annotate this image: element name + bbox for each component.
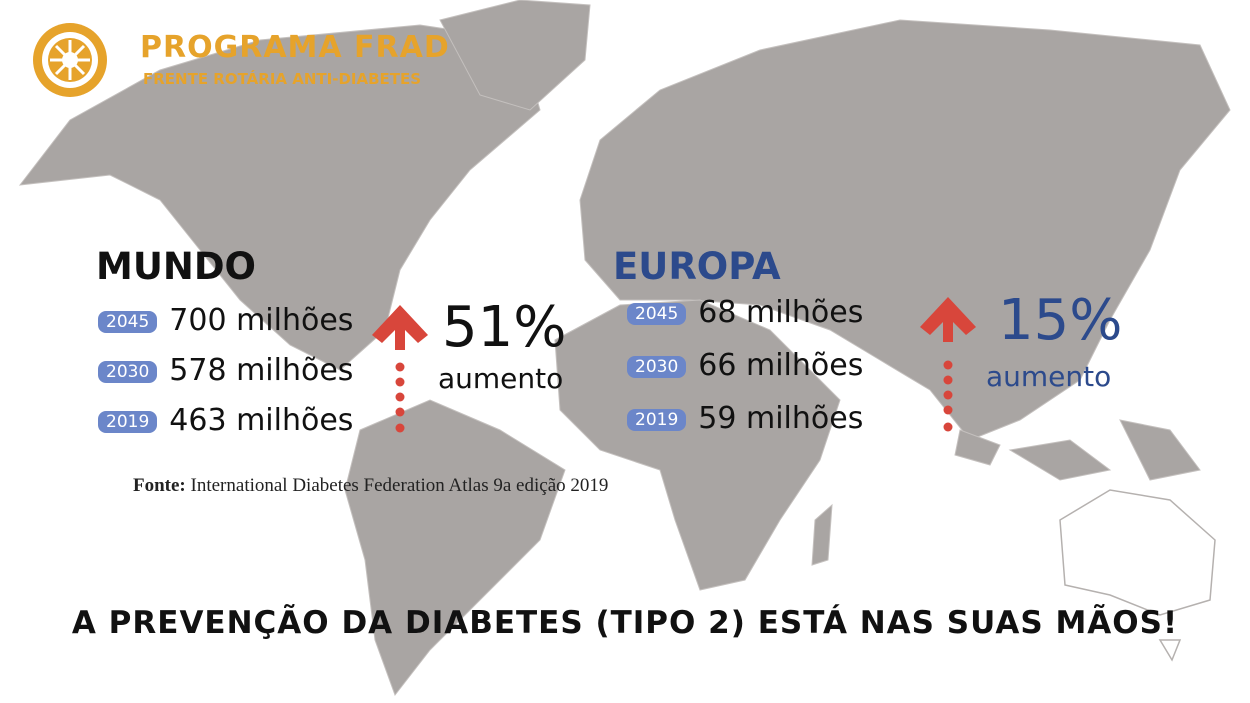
- stat-value: 66 milhões: [698, 348, 864, 383]
- region-title: MUNDO: [96, 245, 256, 288]
- australia: [1059, 489, 1216, 662]
- stat-value: 578 milhões: [169, 353, 354, 388]
- rotary-logo: [33, 23, 107, 97]
- subtitle: FRENTE ROTÁRIA ANTI-DIABETES: [143, 70, 422, 88]
- stat-row: 2019 59 milhões: [627, 401, 863, 436]
- year-badge: 2045: [98, 310, 158, 333]
- source-label: Fonte:: [133, 475, 186, 496]
- eurasia: [579, 19, 1231, 441]
- year-badge: 2030: [627, 355, 687, 378]
- stat-value: 68 milhões: [698, 295, 864, 330]
- stat-row: 2045 700 milhões: [98, 303, 353, 338]
- islands: [954, 419, 1201, 481]
- increase: 51%: [442, 295, 567, 360]
- year-badge: 2019: [627, 408, 687, 431]
- north-america: [18, 24, 541, 371]
- stat-row: 2045 68 milhões: [627, 295, 863, 330]
- arrow-world: [372, 305, 428, 433]
- increase-label: aumento: [438, 362, 564, 395]
- greenland: [439, 0, 591, 111]
- year-badge: 2045: [627, 302, 687, 325]
- source-text: International Diabetes Federation Atlas …: [190, 475, 609, 496]
- year-badge: 2019: [98, 410, 158, 433]
- source: Fonte: International Diabetes Federation…: [133, 475, 608, 497]
- title: PROGRAMA FRAD: [140, 30, 450, 65]
- increase: 15%: [998, 288, 1123, 353]
- stat-value: 59 milhões: [698, 401, 864, 436]
- stat-row: 2030 578 milhões: [98, 353, 353, 388]
- stat-value: 700 milhões: [169, 303, 354, 338]
- africa: [554, 299, 841, 591]
- footer-slogan: A PREVENÇÃO DA DIABETES (TIPO 2) ESTÁ NA…: [71, 605, 1179, 641]
- arrow-europe: [920, 297, 976, 432]
- stat-value: 463 milhões: [169, 403, 354, 438]
- stat-row: 2030 66 milhões: [627, 348, 863, 383]
- year-badge: 2030: [98, 360, 158, 383]
- increase-label: aumento: [986, 360, 1112, 393]
- region-title: EUROPA: [613, 245, 781, 288]
- south-america: [344, 399, 566, 697]
- madagascar: [811, 503, 833, 566]
- stat-row: 2019 463 milhões: [98, 403, 353, 438]
